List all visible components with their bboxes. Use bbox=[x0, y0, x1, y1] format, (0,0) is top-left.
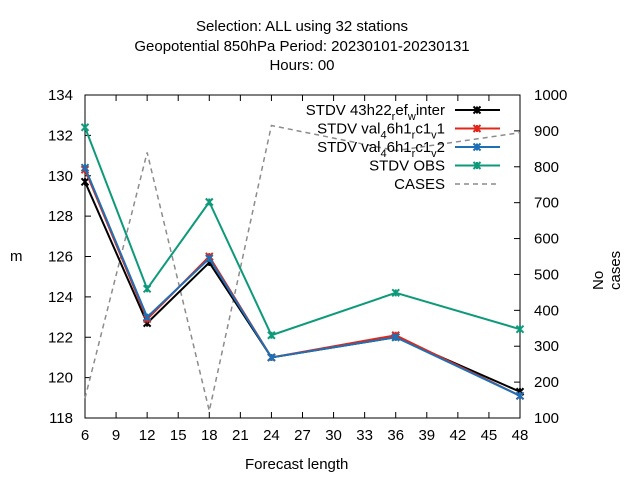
legend-label-stdv-val-46h1-rc1-v2: STDV val46h1rc1v2 bbox=[317, 139, 445, 160]
y2-tick-label: 700 bbox=[534, 195, 559, 212]
y2-tick-label: 300 bbox=[534, 338, 559, 355]
y-tick-label: 130 bbox=[48, 168, 73, 185]
data-point-stdv-val-46h1-rc1-v2 bbox=[391, 333, 400, 342]
legend-marker-stdv-val-46h1-rc1-v1 bbox=[472, 124, 482, 133]
chart-title-line-2: Geopotential 850hPa Period: 20230101-202… bbox=[134, 38, 470, 55]
y2-tick-label: 400 bbox=[534, 302, 559, 319]
legend-label-cases: CASES bbox=[394, 176, 445, 193]
legend-marker-stdv-43h22-ref-winter bbox=[472, 105, 482, 115]
x-tick-label: 6 bbox=[81, 427, 89, 444]
x-tick-label: 30 bbox=[325, 427, 342, 444]
x-tick-label: 21 bbox=[232, 427, 249, 444]
plot-frame bbox=[84, 94, 521, 419]
x-tick-label: 33 bbox=[356, 427, 373, 444]
legend-label-stdv-val-46h1-rc1-v1: STDV val46h1rc1v1 bbox=[317, 121, 445, 142]
y2-tick-label: 200 bbox=[534, 374, 559, 391]
y-tick-label: 134 bbox=[48, 87, 73, 104]
x-tick-label: 39 bbox=[418, 427, 435, 444]
y2-axis-label: No cases bbox=[590, 250, 624, 290]
x-tick-label: 12 bbox=[139, 427, 156, 444]
series-line-cases bbox=[84, 124, 521, 411]
legend-label-stdv-43h22-ref-winter: STDV 43h22refwinter bbox=[306, 102, 445, 123]
x-tick-label: 48 bbox=[512, 427, 529, 444]
data-point-stdv-val-46h1-rc1-v2 bbox=[515, 391, 525, 401]
y-tick-label: 118 bbox=[49, 410, 73, 427]
x-tick-label: 27 bbox=[294, 427, 311, 444]
x-tick-label: 42 bbox=[450, 427, 467, 444]
series-line-stdv-obs bbox=[84, 126, 521, 337]
y2-tick-label: 1000 bbox=[534, 87, 567, 104]
series-line-stdv-val-46h1-rc1-v2 bbox=[84, 167, 521, 397]
legend-marker-stdv-obs bbox=[472, 161, 482, 170]
data-point-stdv-val-46h1-rc1-v2 bbox=[205, 254, 214, 263]
x-tick-label: 15 bbox=[170, 427, 187, 444]
legend-marker-stdv-val-46h1-rc1-v2 bbox=[472, 142, 482, 152]
x-tick-label: 36 bbox=[387, 427, 404, 444]
y-tick-label: 120 bbox=[48, 370, 73, 387]
y-tick-label: 122 bbox=[48, 329, 73, 346]
y-tick-label: 124 bbox=[48, 289, 73, 306]
y-tick-label: 132 bbox=[48, 127, 73, 144]
data-point-stdv-val-46h1-rc1-v2 bbox=[267, 353, 276, 362]
y2-tick-label: 500 bbox=[534, 266, 559, 283]
y2-tick-label: 100 bbox=[534, 410, 559, 427]
data-point-stdv-obs bbox=[391, 288, 400, 298]
data-point-stdv-obs bbox=[80, 123, 90, 132]
data-point-stdv-obs bbox=[142, 284, 152, 294]
x-axis-label: Forecast length bbox=[245, 456, 349, 473]
y-axis-label: m bbox=[10, 248, 23, 265]
legend-label-stdv-obs: STDV OBS bbox=[369, 158, 445, 175]
data-point-stdv-val-46h1-rc1-v2 bbox=[142, 312, 152, 322]
chart-title-line-3: Hours: 00 bbox=[269, 57, 335, 74]
y2-tick-label: 900 bbox=[534, 123, 559, 140]
data-point-stdv-43h22-ref-winter bbox=[80, 177, 90, 187]
data-point-stdv-obs bbox=[267, 331, 276, 340]
data-point-stdv-val-46h1-rc1-v2 bbox=[80, 163, 90, 172]
x-tick-label: 45 bbox=[481, 427, 498, 444]
x-tick-label: 9 bbox=[112, 427, 120, 444]
chart-title-line-1: Selection: ALL using 32 stations bbox=[195, 18, 409, 35]
y2-tick-label: 600 bbox=[534, 231, 559, 248]
y2-tick-label: 800 bbox=[534, 159, 559, 176]
y-tick-label: 126 bbox=[48, 249, 73, 266]
y-tick-label: 128 bbox=[48, 208, 73, 225]
data-point-stdv-obs bbox=[205, 197, 214, 207]
x-tick-label: 18 bbox=[201, 427, 218, 444]
data-point-stdv-obs bbox=[515, 324, 525, 334]
x-tick-label: 24 bbox=[263, 427, 280, 444]
